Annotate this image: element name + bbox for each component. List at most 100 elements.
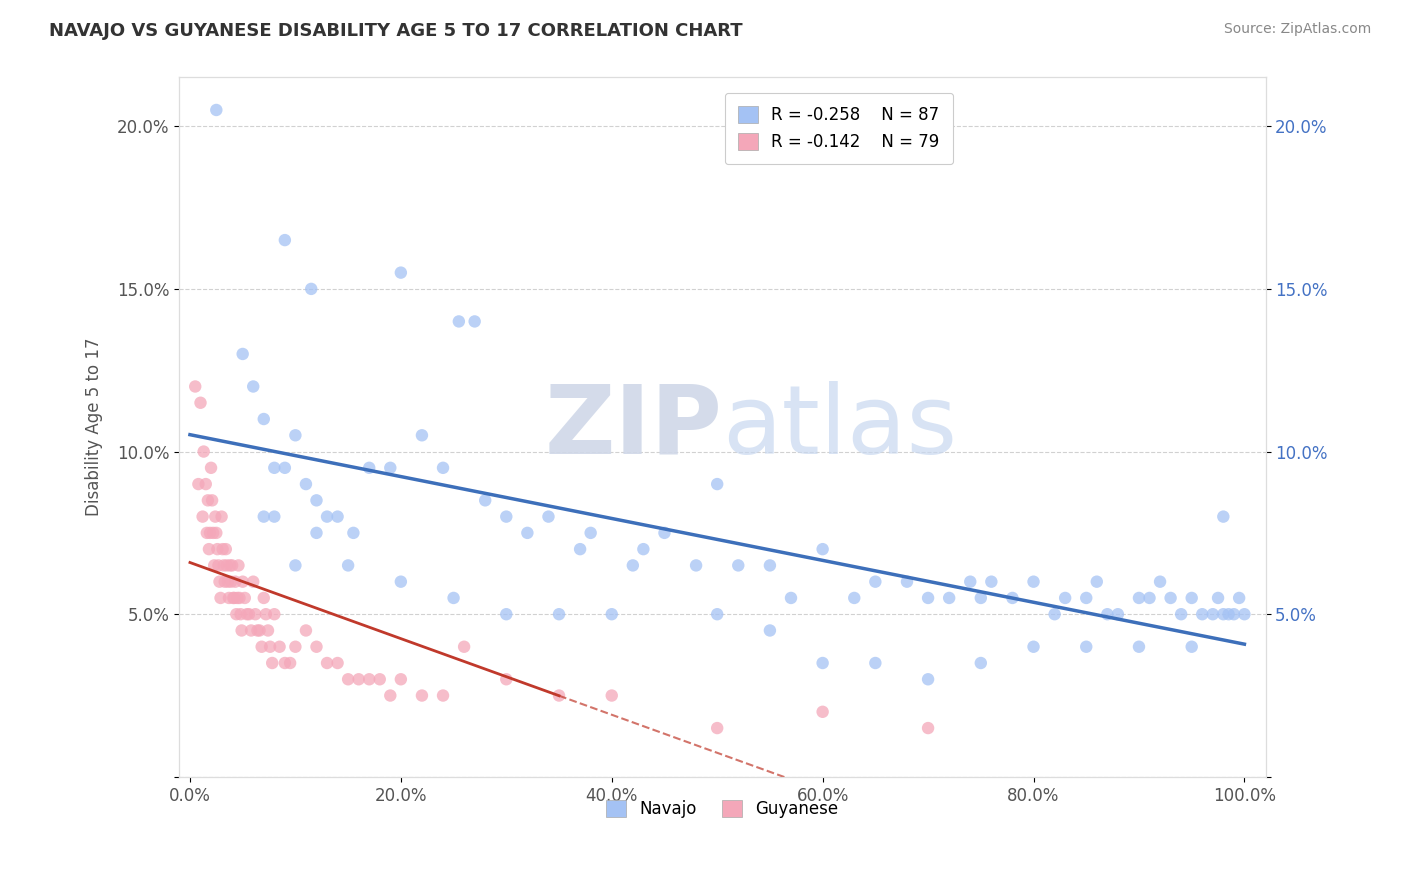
Point	[246, 624, 269, 638]
Point	[1097, 607, 1119, 622]
Point	[727, 558, 749, 573]
Point	[211, 542, 233, 557]
Point	[259, 640, 281, 654]
Point	[197, 493, 219, 508]
Point	[685, 558, 707, 573]
Point	[219, 558, 242, 573]
Point	[224, 574, 246, 589]
Text: Source: ZipAtlas.com: Source: ZipAtlas.com	[1223, 22, 1371, 37]
Point	[284, 558, 307, 573]
Point	[537, 509, 560, 524]
Point	[1139, 591, 1161, 605]
Point	[1022, 574, 1045, 589]
Point	[195, 525, 218, 540]
Point	[759, 558, 782, 573]
Point	[1076, 640, 1098, 654]
Point	[231, 624, 253, 638]
Point	[865, 574, 887, 589]
Point	[706, 721, 728, 735]
Point	[228, 558, 250, 573]
Point	[226, 591, 249, 605]
Point	[380, 460, 402, 475]
Point	[380, 689, 402, 703]
Point	[299, 282, 322, 296]
Point	[368, 673, 391, 687]
Point	[222, 591, 245, 605]
Text: ZIP: ZIP	[544, 381, 723, 474]
Point	[811, 542, 834, 557]
Point	[193, 444, 215, 458]
Point	[759, 624, 782, 638]
Point	[1149, 574, 1171, 589]
Point	[295, 477, 318, 491]
Point	[209, 591, 232, 605]
Point	[1202, 607, 1225, 622]
Point	[432, 460, 454, 475]
Point	[228, 591, 250, 605]
Point	[184, 379, 207, 393]
Point	[316, 656, 339, 670]
Point	[579, 525, 602, 540]
Point	[207, 558, 229, 573]
Point	[1191, 607, 1213, 622]
Point	[1107, 607, 1129, 622]
Point	[548, 689, 571, 703]
Point	[1218, 607, 1240, 622]
Point	[326, 509, 349, 524]
Point	[970, 656, 993, 670]
Point	[278, 656, 301, 670]
Point	[359, 673, 381, 687]
Point	[938, 591, 960, 605]
Point	[198, 525, 221, 540]
Point	[1076, 591, 1098, 605]
Point	[284, 640, 307, 654]
Point	[202, 525, 225, 540]
Point	[263, 607, 285, 622]
Point	[548, 607, 571, 622]
Point	[633, 542, 655, 557]
Text: atlas: atlas	[723, 381, 957, 474]
Point	[1170, 607, 1192, 622]
Point	[198, 542, 221, 557]
Point	[337, 558, 360, 573]
Point	[214, 574, 236, 589]
Point	[263, 460, 285, 475]
Point	[706, 607, 728, 622]
Point	[495, 607, 517, 622]
Point	[263, 509, 285, 524]
Point	[917, 721, 939, 735]
Point	[1054, 591, 1077, 605]
Point	[811, 705, 834, 719]
Point	[600, 689, 623, 703]
Point	[1085, 574, 1108, 589]
Point	[269, 640, 291, 654]
Point	[569, 542, 592, 557]
Point	[917, 591, 939, 605]
Point	[245, 607, 267, 622]
Point	[1181, 591, 1204, 605]
Point	[1128, 640, 1150, 654]
Legend: Navajo, Guyanese: Navajo, Guyanese	[600, 793, 845, 824]
Point	[453, 640, 475, 654]
Point	[1022, 640, 1045, 654]
Point	[229, 607, 252, 622]
Point	[305, 525, 328, 540]
Point	[240, 624, 263, 638]
Point	[474, 493, 496, 508]
Point	[654, 525, 676, 540]
Point	[224, 591, 246, 605]
Point	[238, 607, 260, 622]
Point	[464, 314, 486, 328]
Point	[253, 591, 276, 605]
Point	[389, 574, 412, 589]
Point	[316, 509, 339, 524]
Point	[305, 640, 328, 654]
Point	[1212, 509, 1234, 524]
Point	[347, 673, 370, 687]
Point	[780, 591, 803, 605]
Point	[1160, 591, 1182, 605]
Point	[205, 525, 228, 540]
Point	[242, 574, 264, 589]
Point	[253, 509, 276, 524]
Point	[495, 673, 517, 687]
